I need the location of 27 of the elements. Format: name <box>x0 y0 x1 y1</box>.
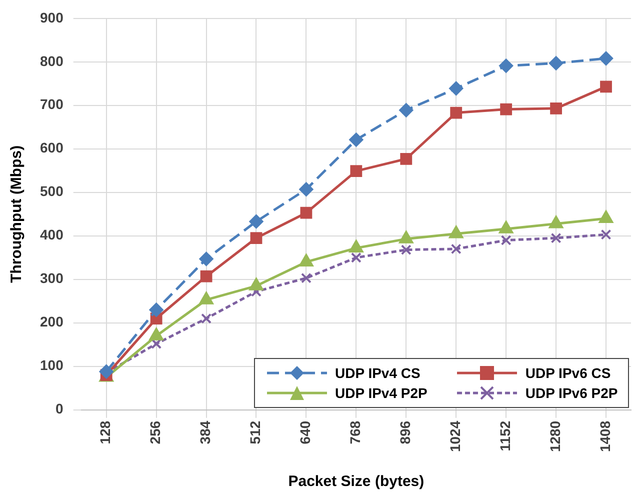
x-axis-title: Packet Size (bytes) <box>288 473 424 490</box>
x-tick-label: 896 <box>397 420 414 444</box>
legend-label: UDP IPv6 CS <box>525 364 611 381</box>
y-tick-label: 600 <box>40 140 64 156</box>
y-tick-label: 700 <box>40 96 64 112</box>
legend-label: UDP IPv4 P2P <box>335 384 428 401</box>
x-tick-label: 256 <box>147 420 164 444</box>
y-tick-label: 200 <box>40 314 64 330</box>
y-tick-label: 800 <box>40 52 64 69</box>
x-tick-label: 128 <box>97 420 114 444</box>
x-tick-label: 384 <box>197 420 214 444</box>
y-tick-label: 100 <box>40 357 64 374</box>
y-tick-label: 900 <box>40 9 64 26</box>
x-tick-label: 1152 <box>496 420 513 452</box>
x-tick-label: 640 <box>297 420 314 444</box>
y-axis-title: Throughput (Mbps) <box>8 145 26 283</box>
y-tick-label: 300 <box>40 270 64 286</box>
x-tick-label: 1408 <box>596 420 613 452</box>
y-tick-label: 500 <box>40 183 64 200</box>
x-tick-label: 1280 <box>546 420 563 452</box>
x-tick-label: 512 <box>247 420 264 444</box>
legend-label: UDP IPv6 P2P <box>525 384 618 401</box>
y-tick-label: 0 <box>56 400 64 417</box>
legend-label: UDP IPv4 CS <box>335 364 420 381</box>
x-tick-label: 768 <box>347 420 364 444</box>
x-tick-label: 1024 <box>446 420 463 452</box>
y-tick-label: 400 <box>40 226 64 243</box>
